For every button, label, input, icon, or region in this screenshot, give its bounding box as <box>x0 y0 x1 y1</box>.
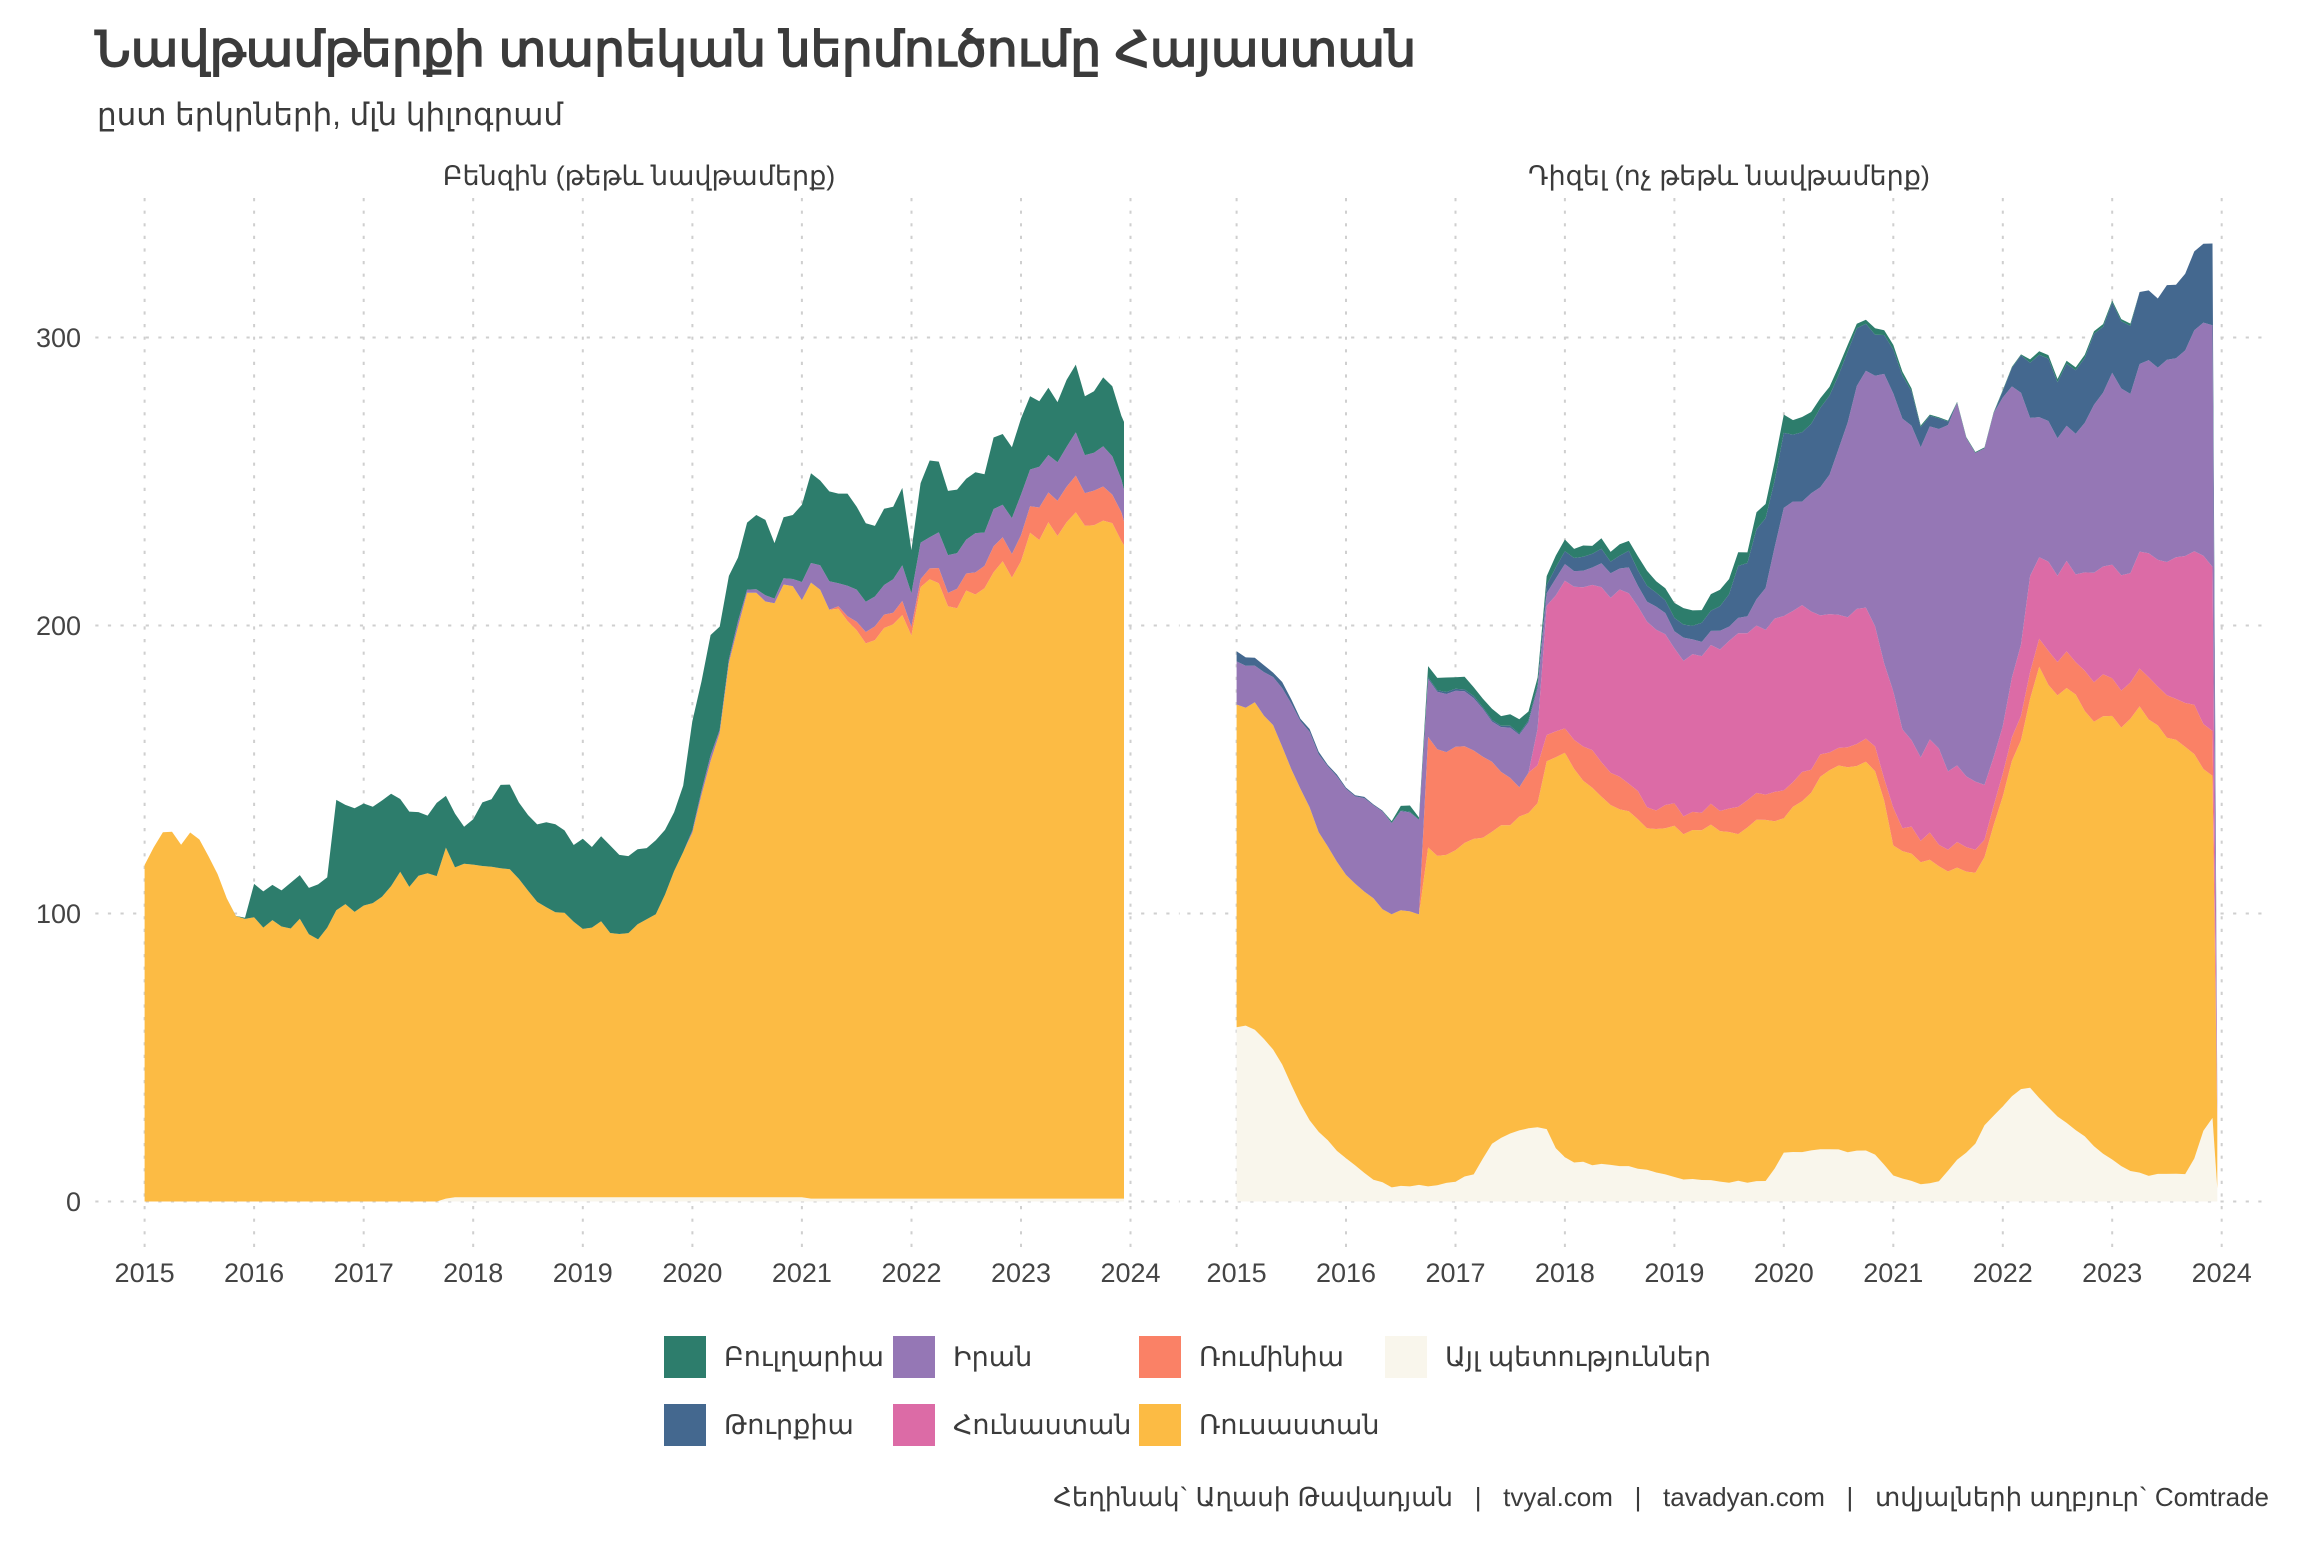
svg-text:Ռումինիա: Ռումինիա <box>1199 1342 1344 1372</box>
svg-text:2022: 2022 <box>1973 1258 2033 1288</box>
svg-text:2019: 2019 <box>553 1258 613 1288</box>
svg-text:100: 100 <box>36 899 81 929</box>
svg-text:2021: 2021 <box>1863 1258 1923 1288</box>
svg-text:2020: 2020 <box>662 1258 722 1288</box>
svg-text:2018: 2018 <box>443 1258 503 1288</box>
svg-text:Բուլղարիա: Բուլղարիա <box>724 1342 884 1372</box>
svg-text:Հունաստան: Հունաստան <box>953 1410 1131 1440</box>
svg-text:2024: 2024 <box>2192 1258 2252 1288</box>
svg-text:2015: 2015 <box>1207 1258 1267 1288</box>
svg-text:2024: 2024 <box>1100 1258 1160 1288</box>
svg-text:Այլ պետություններ: Այլ պետություններ <box>1445 1342 1711 1372</box>
svg-text:Բենզին (թեթև նավթամերք): Բենզին (թեթև նավթամերք) <box>443 161 836 191</box>
svg-text:0: 0 <box>66 1187 81 1217</box>
svg-text:Հեղինակ` Աղասի Թավադյան |: Հեղինակ` Աղասի Թավադյան | tvyal.com | ta… <box>1053 1482 2269 1512</box>
svg-text:2022: 2022 <box>881 1258 941 1288</box>
svg-text:2018: 2018 <box>1535 1258 1595 1288</box>
svg-text:Դիզել (ոչ թեթև նավթամերք): Դիզել (ոչ թեթև նավթամերք) <box>1528 161 1930 191</box>
svg-text:300: 300 <box>36 323 81 353</box>
svg-text:2017: 2017 <box>334 1258 394 1288</box>
svg-text:2023: 2023 <box>2082 1258 2142 1288</box>
svg-text:Նավթամթերքի տարեկան ներմուծում: Նավթամթերքի տարեկան ներմուծումը Հայաստան <box>94 23 1416 77</box>
svg-text:2016: 2016 <box>1316 1258 1376 1288</box>
svg-text:2015: 2015 <box>115 1258 175 1288</box>
svg-text:2021: 2021 <box>772 1258 832 1288</box>
svg-text:2023: 2023 <box>991 1258 1051 1288</box>
svg-text:Ռուսաստան: Ռուսաստան <box>1199 1410 1379 1440</box>
svg-text:2017: 2017 <box>1425 1258 1485 1288</box>
svg-text:2019: 2019 <box>1644 1258 1704 1288</box>
svg-text:ըստ երկրների, մլն կիլոգրամ: ըստ երկրների, մլն կիլոգրամ <box>97 97 564 132</box>
svg-text:2020: 2020 <box>1754 1258 1814 1288</box>
svg-text:2016: 2016 <box>224 1258 284 1288</box>
svg-text:Թուրքիա: Թուրքիա <box>724 1410 854 1440</box>
svg-text:Իրան: Իրան <box>953 1342 1032 1372</box>
svg-text:200: 200 <box>36 611 81 641</box>
